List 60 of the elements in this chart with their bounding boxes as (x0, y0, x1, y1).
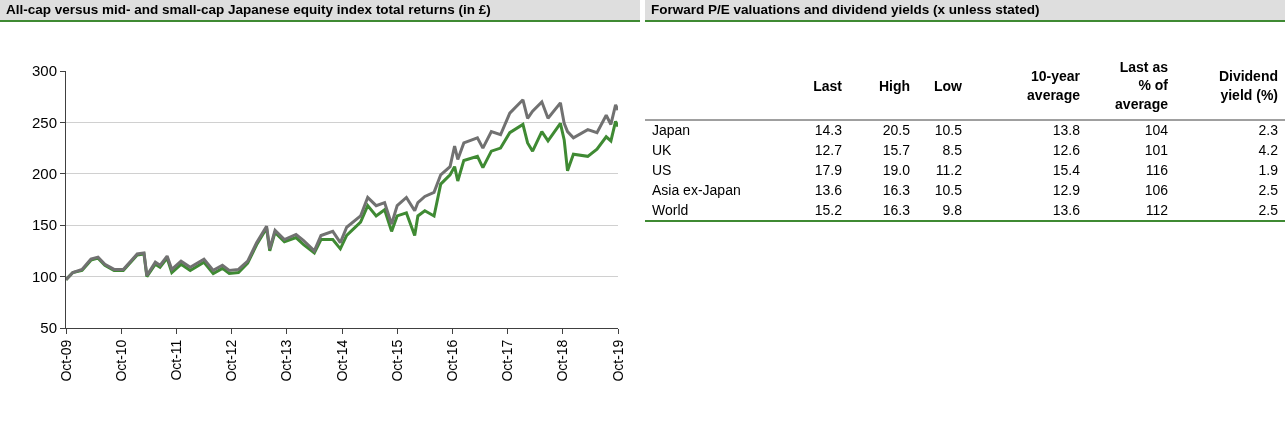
y-tick-label: Japan (652, 121, 691, 138)
data-label: 16.3 (882, 201, 911, 218)
y-tick-label: 150 (31, 216, 57, 234)
data-label: 12.9 (1052, 181, 1081, 198)
y-tick-label: UK (652, 141, 673, 158)
data-label: 11.2 (935, 161, 963, 178)
data-label: 15.2 (814, 201, 843, 218)
x-tick-label: Oct-15 (388, 339, 405, 382)
chart-title: All-cap versus mid- and small-cap Japanese equity index total returns (in £) (6, 2, 491, 17)
x-tick-label: Low (934, 77, 963, 94)
data-label: 4.2 (1258, 141, 1279, 158)
y-tick-label: Asia ex-Japan (652, 181, 741, 198)
x-tick-label: Oct-13 (278, 339, 295, 382)
data-label: 12.6 (1052, 141, 1081, 158)
y-tick-label: 100 (31, 267, 57, 285)
x-tick-label: Oct-11 (167, 339, 184, 381)
data-label: 20.5 (882, 121, 911, 138)
chart-title: Forward P/E valuations and dividend yields (x unless stated) (651, 2, 1040, 17)
data-label: 101 (1144, 141, 1169, 158)
x-tick-label: High (878, 77, 910, 94)
x-tick-label: Oct-10 (112, 339, 129, 382)
y-tick-label: US (652, 161, 672, 178)
data-label: 10.5 (934, 121, 963, 138)
x-tick-label: Last (813, 77, 843, 94)
data-label: 15.7 (882, 141, 911, 158)
x-tick-label: 10-year average (1027, 68, 1081, 103)
data-label: 116 (1145, 161, 1169, 178)
data-label: 112 (1145, 201, 1169, 218)
data-label: 104 (1144, 121, 1169, 138)
x-tick-label: Oct-18 (554, 339, 571, 382)
data-label: 2.5 (1258, 181, 1279, 198)
data-label: 2.3 (1258, 121, 1279, 138)
y-tick-label: 250 (31, 113, 57, 131)
y-tick-label: 50 (40, 319, 57, 337)
x-tick-label: Oct-14 (333, 339, 350, 382)
y-tick-label: 200 (31, 165, 57, 183)
data-label: 10.5 (934, 181, 963, 198)
data-label: 2.5 (1258, 201, 1279, 218)
y-tick-label: 300 (31, 62, 57, 80)
data-label: 13.6 (814, 181, 843, 198)
data-label: 12.7 (814, 141, 843, 158)
x-tick-label: Last as % of average (1115, 59, 1169, 112)
data-label: 16.3 (882, 181, 911, 198)
data-label: 8.5 (942, 141, 963, 158)
y-tick-label: World (652, 201, 689, 218)
x-tick-label: Oct-19 (609, 339, 626, 382)
x-tick-label: Oct-09 (57, 339, 74, 382)
data-label: 14.3 (814, 121, 843, 138)
x-tick-label: Oct-16 (444, 339, 461, 382)
data-label: 15.4 (1052, 161, 1081, 178)
x-tick-label: Oct-12 (223, 339, 240, 382)
data-label: 13.8 (1052, 121, 1081, 138)
data-label: 19.0 (882, 161, 911, 178)
x-tick-label: Dividend yield (%) (1218, 68, 1278, 103)
data-label: 13.6 (1052, 201, 1081, 218)
data-label: 9.8 (942, 201, 963, 218)
data-label: 17.9 (814, 161, 843, 178)
data-label: 1.9 (1258, 161, 1279, 178)
data-label: 106 (1144, 181, 1169, 198)
x-tick-label: Oct-17 (499, 339, 516, 382)
